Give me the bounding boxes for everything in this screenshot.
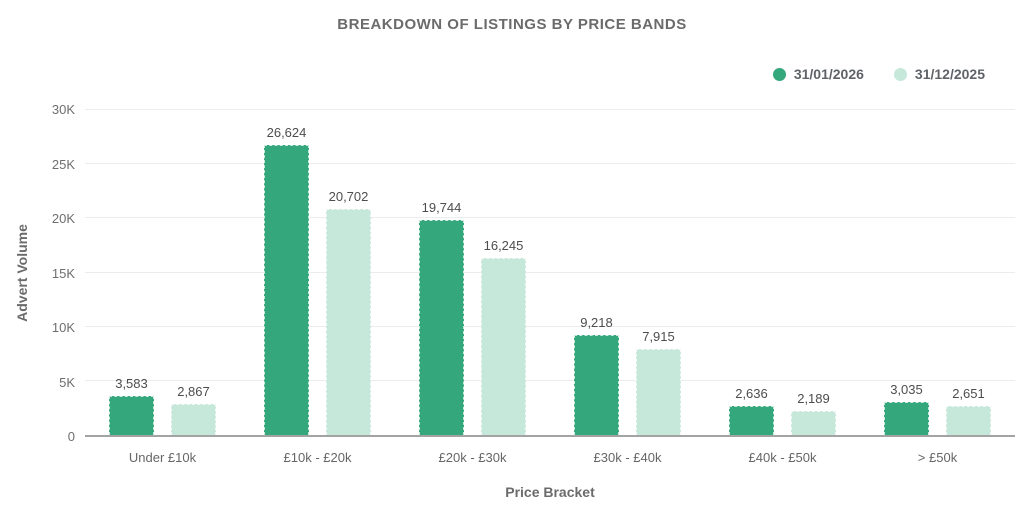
legend-label: 31/01/2026 [793, 66, 864, 82]
bar-groups: 3,583 2,867 26,624 20,702 19,744 16,245 9,218 7… [85, 110, 1015, 435]
bar-value-label: 9,218 [580, 314, 613, 330]
legend-label: 31/12/2025 [914, 66, 985, 82]
legend-item-0[interactable]: 31/01/2026 [772, 66, 864, 82]
y-tick-label: 30K [51, 102, 75, 117]
bar-value-label: 7,915 [642, 328, 675, 344]
bar-group: 3,583 2,867 [85, 110, 240, 435]
bar-value-label: 2,867 [177, 383, 210, 399]
legend-dot-icon [772, 67, 786, 81]
bar-wrap: 19,744 [419, 200, 464, 435]
bar-value-label: 2,651 [952, 386, 985, 402]
bar-value-label: 16,245 [483, 237, 524, 253]
bar-wrap: 2,189 [791, 391, 836, 435]
legend-item-1[interactable]: 31/12/2025 [893, 66, 985, 82]
y-tick-label: 0 [67, 429, 75, 444]
bar-wrap: 2,651 [946, 386, 991, 435]
x-category-label: £30k - £40k [593, 450, 662, 465]
bar-wrap: 20,702 [326, 189, 371, 435]
x-category-label: £40k - £50k [748, 450, 817, 465]
bar-group: 3,035 2,651 [860, 110, 1015, 435]
bar-value-label: 26,624 [266, 124, 307, 140]
legend-dot-icon [893, 67, 907, 81]
chart-title: BREAKDOWN OF LISTINGS BY PRICE BANDS [337, 16, 687, 33]
bar-31-12-2025[interactable] [326, 209, 371, 435]
bar-value-label: 2,636 [735, 386, 768, 402]
bar-31-01-2026[interactable] [109, 395, 154, 435]
x-axis-title: Price Bracket [505, 484, 595, 500]
bar-31-12-2025[interactable] [636, 348, 681, 435]
x-category-label: £10k - £20k [283, 450, 352, 465]
gridline [85, 325, 1015, 327]
bar-31-12-2025[interactable] [791, 411, 836, 435]
x-category-label: Under £10k [128, 450, 197, 465]
bar-wrap: 3,035 [884, 382, 929, 435]
bar-wrap: 9,218 [574, 315, 619, 435]
bar-group: 2,636 2,189 [705, 110, 860, 435]
bar-31-01-2026[interactable] [884, 401, 929, 435]
y-tick-label: 5K [59, 374, 75, 390]
bar-31-12-2025[interactable] [481, 257, 526, 435]
y-tick-label: 20K [51, 211, 75, 226]
x-category-label: £20k - £30k [438, 450, 507, 465]
bar-group: 9,218 7,915 [550, 110, 705, 435]
x-axis-category-labels: Under £10k £10k - £20k £20k - £30k £30k - £… [85, 450, 1015, 465]
bar-value-label: 2,189 [797, 391, 830, 407]
gridline [85, 109, 1015, 110]
bar-wrap: 7,915 [636, 329, 681, 435]
bar-31-12-2025[interactable] [171, 403, 216, 435]
gridline [85, 271, 1015, 273]
y-tick-label: 15K [51, 265, 75, 281]
legend: 31/01/2026 31/12/2025 [772, 66, 985, 82]
plot-area: 3,583 2,867 26,624 20,702 19,744 16,245 9,218 7… [85, 109, 1015, 437]
gridline [85, 379, 1015, 381]
bar-31-01-2026[interactable] [574, 334, 619, 435]
bar-31-01-2026[interactable] [729, 406, 774, 435]
bar-value-label: 19,744 [421, 199, 462, 215]
bar-value-label: 3,035 [890, 381, 923, 397]
x-category-label: > £50k [917, 450, 958, 465]
bar-value-label: 3,583 [115, 375, 148, 391]
gridline [85, 163, 1015, 165]
bar-wrap: 2,636 [729, 386, 774, 435]
bar-group: 19,744 16,245 [395, 110, 550, 435]
bar-value-label: 20,702 [328, 189, 369, 205]
bar-wrap: 2,867 [171, 384, 216, 435]
bar-31-01-2026[interactable] [419, 219, 464, 435]
bar-wrap: 16,245 [481, 238, 526, 435]
bar-31-01-2026[interactable] [264, 144, 309, 435]
gridline [85, 217, 1015, 219]
y-tick-label: 25K [51, 156, 75, 172]
y-tick-label: 10K [51, 320, 75, 335]
bar-wrap: 3,583 [109, 376, 154, 435]
bar-31-12-2025[interactable] [946, 406, 991, 435]
bar-group: 26,624 20,702 [240, 110, 395, 435]
bar-wrap: 26,624 [264, 125, 309, 435]
